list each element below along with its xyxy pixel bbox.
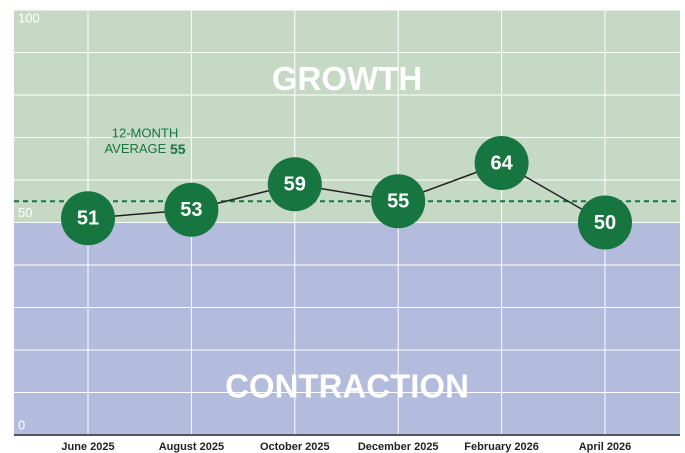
- data-label: 59: [284, 174, 306, 196]
- data-label: 55: [387, 191, 409, 213]
- average-label-text: AVERAGE: [104, 141, 166, 156]
- x-tick-label: February 2026: [464, 441, 539, 453]
- marker: [164, 182, 219, 237]
- data-label: 53: [180, 199, 202, 221]
- region: [14, 10, 680, 223]
- data-label: 51: [77, 208, 99, 230]
- y-tick-label: 0: [18, 417, 25, 432]
- x-tick-label: December 2025: [358, 441, 439, 453]
- x-tick-label: April 2026: [579, 441, 632, 453]
- data-label: 50: [594, 212, 616, 234]
- x-tick-label: June 2025: [61, 441, 114, 453]
- y-tick-label: 100: [18, 10, 40, 25]
- x-tick-label: August 2025: [159, 441, 224, 453]
- marker: [267, 157, 322, 212]
- y-tick-label: 50: [18, 205, 32, 220]
- region-label: CONTRACTION: [225, 367, 469, 404]
- average-value: 55: [170, 141, 186, 157]
- marker: [371, 174, 426, 229]
- average-label: AVERAGE 55: [104, 141, 185, 157]
- x-tick-label: October 2025: [260, 441, 330, 453]
- marker: [578, 195, 632, 250]
- marker: [61, 191, 115, 246]
- region: [14, 222, 680, 435]
- data-label: 64: [490, 152, 513, 174]
- average-label: 12-MONTH: [112, 125, 178, 140]
- marker: [474, 136, 529, 190]
- region-label: GROWTH: [272, 60, 422, 97]
